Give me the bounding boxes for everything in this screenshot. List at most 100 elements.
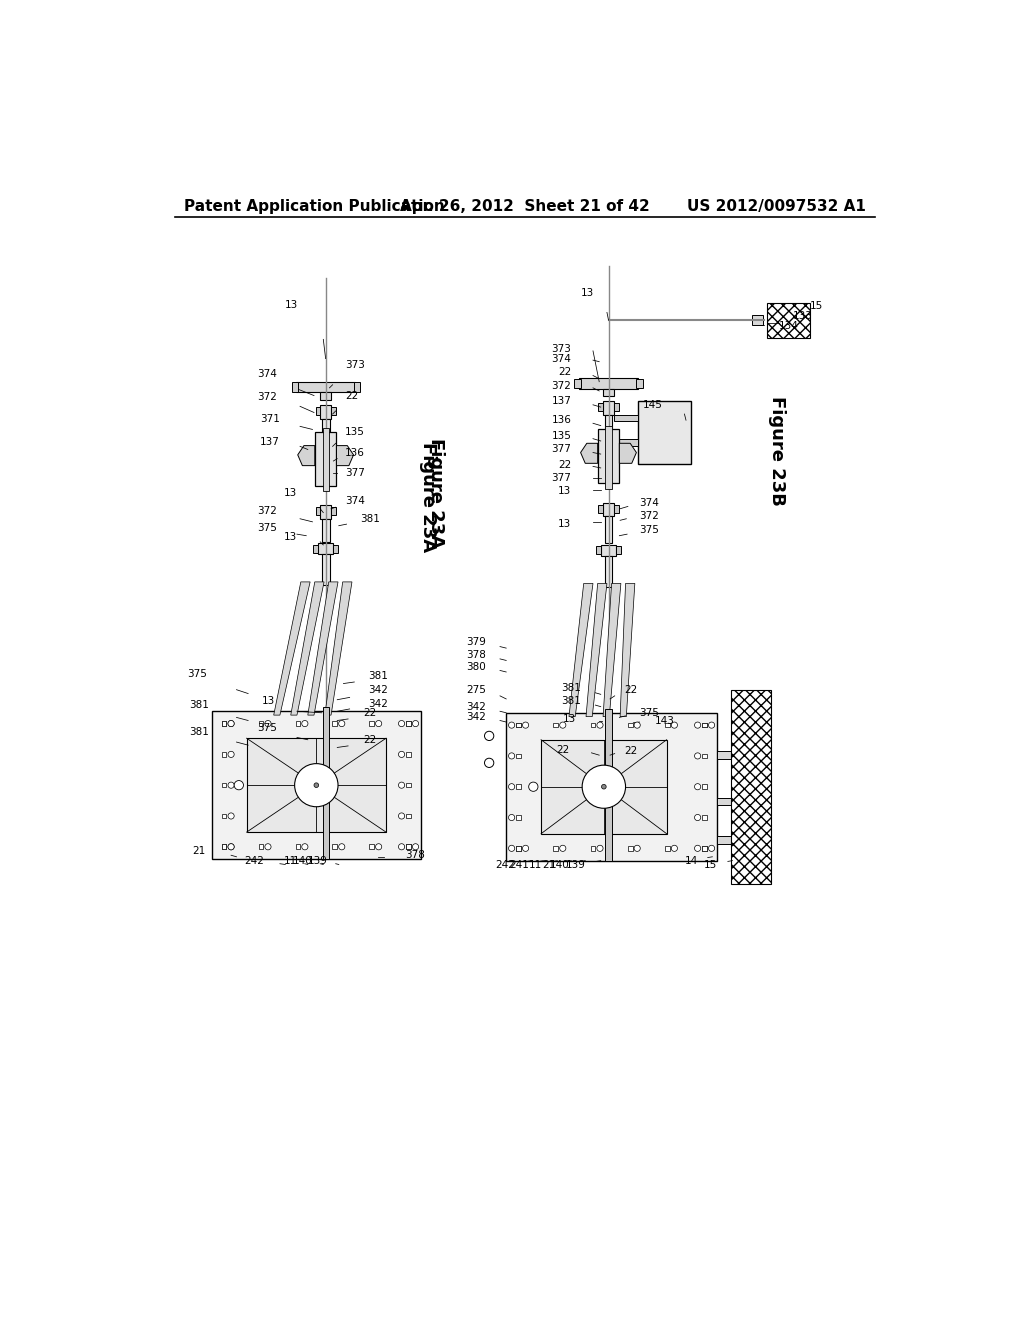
Bar	[322, 418, 330, 465]
Circle shape	[295, 763, 338, 807]
Text: 342: 342	[466, 702, 486, 711]
Bar	[323, 708, 329, 859]
Text: 372: 372	[257, 506, 276, 516]
Text: 136: 136	[345, 447, 365, 458]
Text: 140: 140	[293, 855, 312, 866]
Text: 139: 139	[565, 861, 586, 870]
Polygon shape	[621, 583, 635, 717]
Bar	[702, 723, 707, 727]
Circle shape	[302, 721, 308, 726]
Bar	[314, 432, 337, 486]
Circle shape	[694, 722, 700, 729]
Bar	[636, 379, 643, 388]
Circle shape	[509, 784, 515, 789]
Text: 375: 375	[187, 669, 207, 680]
Circle shape	[484, 731, 494, 741]
Text: 13: 13	[284, 532, 297, 543]
Text: 381: 381	[360, 513, 380, 524]
Circle shape	[398, 751, 404, 758]
Text: 134: 134	[779, 321, 799, 331]
Circle shape	[528, 781, 538, 792]
Bar	[331, 407, 336, 414]
Bar	[296, 381, 355, 392]
Circle shape	[228, 843, 234, 850]
Text: 375: 375	[257, 723, 276, 733]
Bar	[370, 845, 374, 849]
Bar	[702, 846, 707, 850]
Bar	[322, 554, 330, 585]
Bar	[717, 751, 732, 759]
Polygon shape	[298, 446, 314, 466]
Text: 380: 380	[466, 661, 486, 672]
Bar	[554, 846, 558, 850]
Circle shape	[509, 814, 515, 821]
Bar	[334, 545, 338, 553]
Polygon shape	[586, 583, 607, 717]
Text: 372: 372	[640, 511, 659, 521]
Bar	[516, 723, 521, 727]
Bar	[614, 440, 638, 446]
Bar	[574, 379, 581, 388]
Bar	[598, 404, 603, 411]
Circle shape	[634, 722, 640, 729]
Text: 371: 371	[260, 413, 280, 424]
Polygon shape	[308, 582, 338, 715]
Text: 242: 242	[245, 855, 264, 866]
Bar	[323, 428, 329, 491]
Circle shape	[376, 721, 382, 726]
Circle shape	[484, 758, 494, 767]
Polygon shape	[337, 446, 353, 466]
Bar	[313, 545, 317, 553]
Bar	[407, 783, 411, 788]
Bar	[603, 401, 614, 414]
Text: 373: 373	[345, 360, 365, 370]
Bar	[321, 504, 331, 519]
Text: 379: 379	[466, 638, 486, 647]
Bar	[370, 721, 374, 726]
Text: 13: 13	[563, 714, 575, 723]
Bar	[516, 754, 521, 758]
Bar	[333, 721, 337, 726]
Bar	[604, 516, 612, 544]
Text: 374: 374	[345, 496, 365, 506]
Bar	[222, 783, 226, 788]
Text: 22: 22	[345, 391, 358, 400]
Text: 135: 135	[345, 426, 365, 437]
Bar	[222, 845, 226, 849]
Bar	[702, 816, 707, 820]
Circle shape	[597, 722, 603, 729]
Text: 139: 139	[308, 855, 328, 866]
Circle shape	[694, 784, 700, 789]
Text: 22: 22	[624, 685, 637, 694]
Bar	[702, 784, 707, 789]
Circle shape	[522, 845, 528, 851]
Text: 342: 342	[369, 685, 388, 694]
Bar	[616, 546, 621, 554]
Polygon shape	[620, 444, 636, 463]
Bar	[516, 723, 521, 727]
Text: 372: 372	[257, 392, 276, 403]
Text: 377: 377	[345, 467, 365, 478]
Circle shape	[302, 843, 308, 850]
Bar	[605, 709, 611, 861]
Text: Figure 23B: Figure 23B	[768, 396, 786, 506]
Circle shape	[694, 845, 700, 851]
Text: 140: 140	[550, 861, 569, 870]
Bar	[259, 845, 263, 849]
Circle shape	[339, 843, 345, 850]
Text: 22: 22	[558, 459, 571, 470]
Circle shape	[234, 780, 244, 789]
Circle shape	[228, 843, 234, 850]
Text: 378: 378	[406, 850, 425, 861]
Bar	[222, 845, 226, 849]
Bar	[516, 846, 521, 850]
Text: 342: 342	[369, 698, 388, 709]
Bar	[591, 723, 595, 727]
Bar	[665, 723, 670, 727]
Bar	[731, 689, 771, 884]
Circle shape	[265, 721, 271, 726]
Bar	[604, 556, 612, 586]
Text: 15: 15	[810, 301, 823, 312]
Bar	[407, 845, 411, 849]
Text: 11: 11	[284, 855, 297, 866]
